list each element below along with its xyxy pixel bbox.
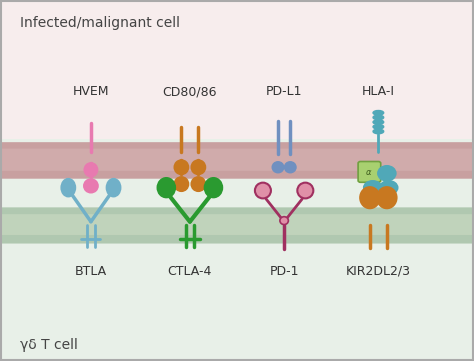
- Text: BTLA: BTLA: [75, 265, 107, 278]
- Ellipse shape: [273, 162, 283, 173]
- FancyBboxPatch shape: [358, 161, 381, 182]
- Text: PD-1: PD-1: [269, 265, 299, 278]
- Ellipse shape: [373, 120, 383, 124]
- Text: γδ T cell: γδ T cell: [20, 338, 78, 352]
- Ellipse shape: [191, 177, 205, 191]
- Text: Infected/malignant cell: Infected/malignant cell: [20, 16, 180, 30]
- Ellipse shape: [84, 163, 98, 177]
- Ellipse shape: [373, 125, 383, 129]
- Ellipse shape: [61, 179, 75, 197]
- Ellipse shape: [174, 177, 189, 191]
- Ellipse shape: [255, 183, 271, 199]
- Ellipse shape: [297, 183, 313, 199]
- Ellipse shape: [107, 179, 120, 197]
- Text: PD-L1: PD-L1: [266, 85, 302, 98]
- Text: HLA-I: HLA-I: [362, 85, 395, 98]
- Ellipse shape: [360, 187, 380, 208]
- Ellipse shape: [280, 217, 288, 225]
- Text: α: α: [366, 168, 372, 177]
- Text: HVEM: HVEM: [73, 85, 109, 98]
- Bar: [1, 1, 473, 157]
- Ellipse shape: [284, 162, 296, 173]
- Ellipse shape: [191, 160, 205, 174]
- Ellipse shape: [373, 111, 383, 115]
- Ellipse shape: [364, 181, 382, 195]
- FancyBboxPatch shape: [0, 142, 474, 179]
- Ellipse shape: [174, 160, 189, 174]
- Ellipse shape: [204, 178, 222, 197]
- Text: CTLA-4: CTLA-4: [168, 265, 212, 278]
- Ellipse shape: [380, 181, 398, 195]
- Ellipse shape: [373, 115, 383, 119]
- Text: CD80/86: CD80/86: [163, 85, 217, 98]
- Ellipse shape: [377, 187, 397, 208]
- FancyBboxPatch shape: [0, 214, 474, 235]
- Ellipse shape: [373, 129, 383, 134]
- FancyBboxPatch shape: [0, 207, 474, 244]
- Bar: [1, 139, 473, 360]
- Ellipse shape: [378, 166, 396, 181]
- FancyBboxPatch shape: [0, 149, 474, 171]
- Ellipse shape: [84, 179, 98, 193]
- Ellipse shape: [157, 178, 175, 197]
- Text: KIR2DL2/3: KIR2DL2/3: [346, 265, 411, 278]
